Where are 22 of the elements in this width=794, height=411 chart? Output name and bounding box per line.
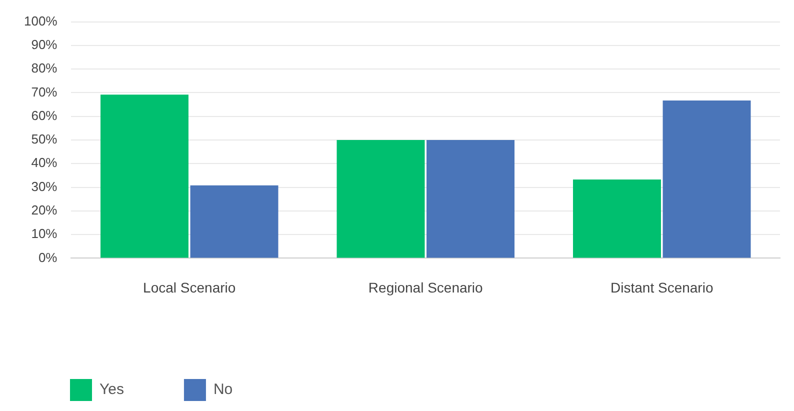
legend-label: Yes bbox=[100, 381, 124, 398]
y-tick-label: 0% bbox=[38, 250, 58, 265]
y-tick-label: 100% bbox=[24, 13, 58, 28]
bar bbox=[190, 185, 278, 258]
bar bbox=[662, 100, 751, 258]
y-tick-label: 80% bbox=[31, 60, 58, 76]
bar bbox=[336, 140, 425, 258]
y-tick-label: 50% bbox=[31, 132, 58, 147]
y-tick-label: 40% bbox=[31, 155, 58, 170]
legend-label: No bbox=[213, 381, 233, 398]
y-tick-label: 20% bbox=[31, 202, 58, 218]
x-tick-label: Distant Scenario bbox=[610, 279, 714, 296]
bar bbox=[572, 179, 661, 258]
bar bbox=[426, 140, 514, 258]
y-tick-label: 70% bbox=[31, 84, 58, 100]
y-tick-label: 60% bbox=[31, 108, 58, 123]
x-tick-label: Local Scenario bbox=[143, 279, 236, 296]
x-tick-label: Regional Scenario bbox=[368, 279, 484, 296]
bar bbox=[100, 94, 188, 258]
y-tick-label: 30% bbox=[31, 178, 58, 194]
y-tick-label: 10% bbox=[31, 226, 58, 242]
y-tick-label: 90% bbox=[31, 37, 58, 52]
